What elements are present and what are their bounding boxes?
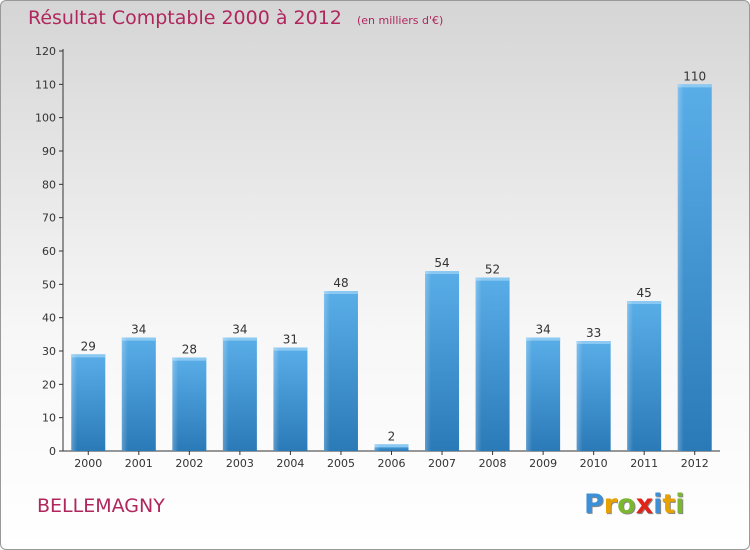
- bar-cap: [121, 337, 156, 341]
- y-tick-label: 60: [42, 245, 56, 258]
- x-tick-label: 2010: [580, 457, 608, 470]
- y-tick-label: 70: [42, 212, 56, 225]
- bar-cap: [374, 444, 409, 448]
- x-tick-label: 2007: [428, 457, 456, 470]
- proxiti-logo[interactable]: Proxiti: [584, 489, 685, 520]
- y-tick-label: 100: [35, 112, 56, 125]
- bar-highlight: [425, 271, 432, 451]
- bar-highlight: [172, 357, 179, 451]
- bar-highlight: [374, 444, 381, 451]
- logo-letter: r: [603, 489, 618, 520]
- x-tick-label: 2008: [479, 457, 507, 470]
- data-label: 31: [283, 333, 298, 347]
- logo-letter: t: [662, 489, 676, 520]
- bar-cap: [172, 357, 207, 361]
- bar-cap: [222, 337, 257, 341]
- bar-highlight: [273, 347, 280, 451]
- data-label: 29: [81, 339, 96, 353]
- data-label: 28: [182, 343, 197, 357]
- data-label: 34: [131, 323, 146, 337]
- bar-highlight: [323, 291, 330, 451]
- logo-letter: o: [617, 489, 636, 520]
- bar-highlight: [526, 337, 533, 451]
- data-label: 33: [586, 326, 601, 340]
- x-tick-label: 2005: [327, 457, 355, 470]
- chart-title-block: Résultat Comptable 2000 à 2012 (en milli…: [28, 7, 443, 29]
- x-tick-label: 2000: [74, 457, 102, 470]
- x-tick-label: 2001: [125, 457, 153, 470]
- bar: [374, 444, 409, 451]
- data-label: 110: [683, 69, 706, 83]
- x-tick-label: 2011: [630, 457, 658, 470]
- x-tick-label: 2009: [529, 457, 557, 470]
- bar-cap: [273, 347, 308, 351]
- chart-title: Résultat Comptable 2000 à 2012: [28, 7, 342, 29]
- bar-highlight: [627, 301, 634, 451]
- x-tick-label: 2002: [175, 457, 203, 470]
- data-label: 34: [232, 323, 247, 337]
- y-tick-label: 10: [42, 412, 56, 425]
- bar-highlight: [677, 84, 684, 451]
- y-tick-label: 110: [35, 78, 56, 91]
- logo-letter: i: [675, 489, 685, 520]
- chart-unit-label: (en milliers d'€): [356, 14, 444, 27]
- x-tick-label: 2004: [276, 457, 304, 470]
- bar-highlight: [475, 277, 482, 451]
- bar-cap: [576, 341, 611, 344]
- x-tick-label: 2006: [378, 457, 406, 470]
- data-label: 2: [388, 429, 396, 443]
- data-label: 52: [485, 263, 500, 277]
- y-tick-label: 0: [49, 445, 56, 458]
- bar-highlight: [71, 354, 78, 451]
- logo-letter: x: [635, 489, 654, 520]
- data-label: 45: [637, 286, 652, 300]
- logo-letter: P: [584, 489, 604, 520]
- bar-cap: [677, 84, 712, 88]
- y-tick-label: 80: [42, 178, 56, 191]
- data-label: 34: [535, 323, 550, 337]
- bar-cap: [425, 271, 460, 274]
- bar-cap: [475, 277, 510, 281]
- bar-highlight: [576, 341, 583, 451]
- bar-cap: [323, 291, 358, 294]
- bar-cap: [71, 354, 106, 358]
- y-tick-label: 120: [35, 45, 56, 58]
- y-tick-label: 30: [42, 345, 56, 358]
- bar-highlight: [121, 337, 128, 451]
- logo-letter: i: [653, 489, 663, 520]
- x-tick-label: 2012: [681, 457, 709, 470]
- y-tick-label: 50: [42, 278, 56, 291]
- y-tick-label: 90: [42, 145, 56, 158]
- data-label: 48: [333, 276, 348, 290]
- bar-cap: [627, 301, 662, 304]
- bar-highlight: [222, 337, 229, 451]
- bar-cap: [526, 337, 561, 341]
- y-tick-label: 20: [42, 378, 56, 391]
- y-tick-label: 40: [42, 312, 56, 325]
- x-tick-label: 2003: [226, 457, 254, 470]
- data-label: 54: [434, 256, 449, 270]
- commune-name: BELLEMAGNY: [37, 495, 165, 517]
